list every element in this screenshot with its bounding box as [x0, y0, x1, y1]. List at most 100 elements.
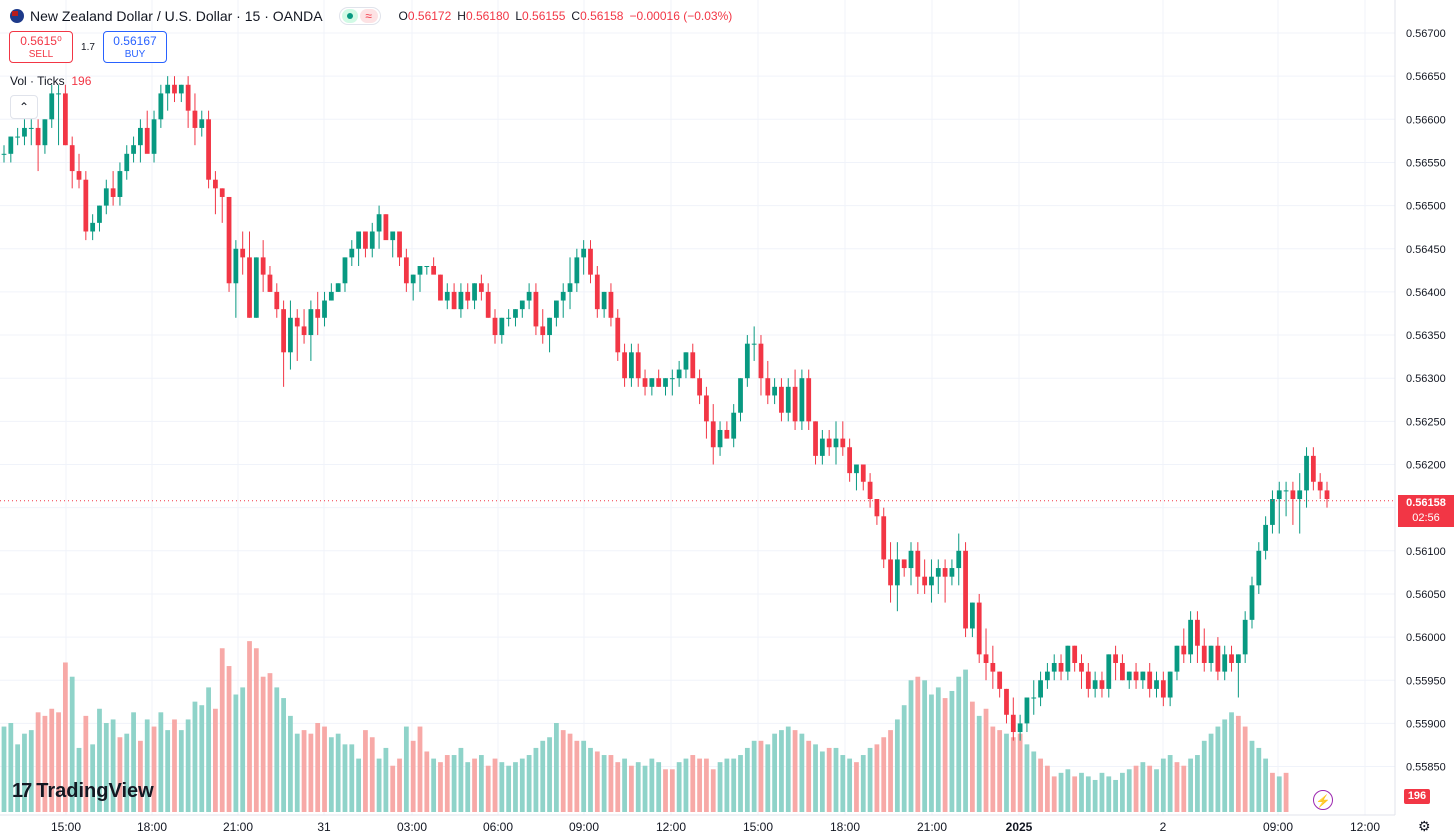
candle-body — [383, 214, 389, 241]
candle-body — [738, 378, 743, 413]
volume-tag: 196 — [1404, 789, 1430, 804]
volume-bar — [1017, 733, 1023, 812]
volume-bar — [969, 701, 975, 812]
volume-bar — [772, 733, 778, 812]
high-value: 0.56180 — [465, 9, 510, 23]
flash-icon[interactable]: ⚡ — [1313, 790, 1333, 810]
buy-button[interactable]: 0.56167 BUY — [103, 31, 167, 63]
volume-bar — [1140, 762, 1146, 812]
candle-body — [1324, 490, 1330, 500]
candle-body — [731, 412, 737, 439]
volume-bar — [676, 762, 682, 812]
candle-body — [1167, 671, 1173, 698]
candle-body — [547, 317, 552, 336]
volume-bar — [28, 730, 34, 812]
volume-bar — [458, 747, 464, 812]
sell-button[interactable]: 0.5615⁰ SELL — [9, 31, 73, 63]
buy-label: BUY — [124, 49, 146, 60]
gear-icon[interactable]: ⚙ — [1418, 818, 1431, 834]
tradingview-logo[interactable]: 17 TradingView — [12, 780, 154, 803]
volume-bar — [649, 758, 655, 812]
time-tick-label: 06:00 — [483, 820, 513, 834]
candle-body — [949, 568, 955, 577]
candle-body — [744, 343, 750, 379]
volume-bar — [785, 726, 791, 812]
volume-bar — [42, 715, 48, 812]
candle-body — [594, 274, 600, 310]
volume-bar — [1242, 726, 1248, 812]
candle-body — [151, 119, 157, 154]
volume-bar — [513, 762, 518, 812]
candle-body — [1058, 662, 1064, 672]
volume-bar — [717, 762, 723, 812]
candle-body — [513, 309, 518, 318]
volume-bar — [997, 730, 1003, 812]
candle-body — [533, 291, 539, 327]
volume-bar — [1222, 719, 1228, 812]
volume-bar — [642, 765, 648, 812]
candle-body — [35, 127, 41, 146]
time-tick-label: 18:00 — [830, 820, 860, 834]
candle-body — [997, 671, 1003, 689]
candle-body — [526, 291, 532, 301]
volume-bar — [1, 726, 7, 812]
volume-bar — [383, 747, 389, 812]
candle-body — [601, 291, 607, 310]
volume-legend[interactable]: Vol · Ticks 196 — [10, 74, 91, 88]
candle-body — [799, 378, 805, 422]
volume-bar — [601, 755, 607, 812]
last-price-value: 0.56158 — [1406, 497, 1446, 509]
candle-body — [751, 343, 757, 345]
volume-bar — [901, 705, 907, 812]
volume-bar — [451, 755, 457, 812]
candle-body — [8, 136, 14, 154]
candle-body — [485, 291, 491, 318]
candle-body — [1126, 671, 1132, 681]
volume-bar — [915, 676, 921, 812]
volume-bar — [35, 712, 41, 812]
volume-bar — [260, 676, 266, 812]
candle-body — [110, 188, 116, 197]
market-status-pill[interactable]: ≈ — [338, 7, 381, 25]
candle-body — [1195, 619, 1200, 646]
candle-body — [478, 283, 484, 292]
candle-body — [519, 300, 525, 310]
candle-body — [356, 231, 362, 249]
change-value: −0.00016 (−0.03%) — [629, 9, 733, 23]
candle-body — [506, 317, 512, 319]
candle-body — [138, 127, 143, 146]
volume-bar — [328, 737, 334, 812]
candle-body — [1270, 499, 1275, 525]
candle-body — [1256, 550, 1262, 586]
volume-bar — [390, 765, 396, 812]
candle-body — [697, 378, 702, 396]
candle-body — [1310, 455, 1316, 482]
volume-bar — [888, 730, 893, 812]
volume-bar — [1072, 776, 1078, 812]
candle-body — [349, 248, 355, 258]
volume-bar — [431, 758, 437, 812]
volume-bar — [15, 744, 21, 812]
volume-bar — [1181, 765, 1187, 812]
volume-bar — [704, 758, 709, 812]
candle-body — [185, 84, 191, 111]
collapse-legend-button[interactable]: ⌃ — [10, 95, 38, 119]
symbol-title[interactable]: New Zealand Dollar / U.S. Dollar · 15 · … — [30, 8, 323, 24]
candle-body — [1201, 645, 1207, 663]
candle-body — [281, 309, 286, 353]
volume-bar — [1120, 772, 1125, 812]
volume-bar — [1256, 747, 1262, 812]
volume-bar — [799, 733, 805, 812]
candle-body — [172, 84, 177, 94]
trade-panel: 0.5615⁰ SELL 1.7 0.56167 BUY — [9, 31, 167, 63]
price-tick-label: 0.56050 — [1406, 589, 1446, 601]
candle-body — [922, 576, 928, 586]
candle-body — [683, 352, 689, 370]
candle-body — [376, 214, 382, 232]
candle-body — [288, 317, 293, 353]
volume-bar — [288, 715, 293, 812]
candle-body — [956, 550, 962, 569]
candle-body — [1229, 654, 1234, 663]
volume-bar — [894, 719, 900, 812]
